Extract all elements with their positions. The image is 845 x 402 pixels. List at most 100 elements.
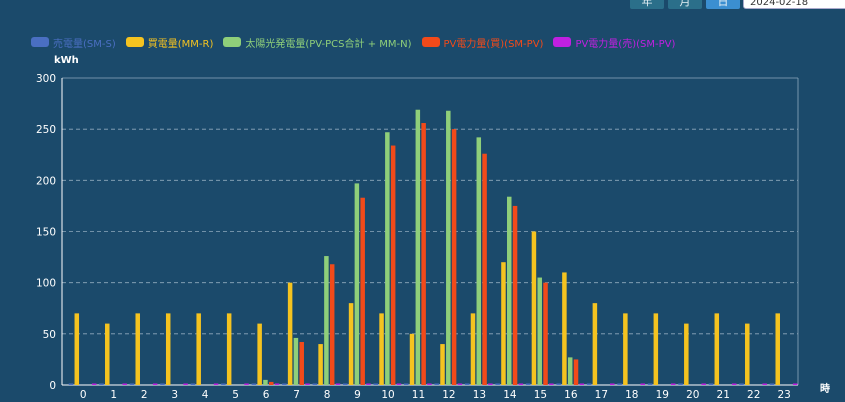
bar-4-7: [305, 383, 310, 385]
x-tick-label: 5: [232, 389, 239, 401]
bar-1-16: [562, 272, 567, 385]
bar-4-0: [91, 383, 97, 385]
bar-1-15: [531, 231, 537, 385]
x-tick-label: 10: [381, 389, 394, 401]
bar-0-22: [739, 383, 744, 385]
bar-1-13: [470, 313, 476, 385]
y-tick-label: 150: [36, 227, 56, 239]
bar-4-3: [183, 383, 188, 385]
bar-4-16: [579, 383, 585, 385]
bar-0-4: [190, 383, 196, 385]
x-tick-label: 16: [564, 389, 578, 401]
bar-0-20: [678, 383, 683, 385]
bar-0-19: [647, 383, 653, 385]
legend-item-2[interactable]: 太陽光発電量(PV-PCS合計 + MM-N): [223, 35, 412, 50]
bar-4-20: [701, 383, 706, 385]
x-tick-label: 20: [686, 389, 699, 401]
x-tick-label: 18: [625, 389, 638, 401]
bar-4-17: [610, 383, 615, 385]
x-tick-label: 3: [171, 389, 178, 401]
date-input[interactable]: 2024-02-18: [743, 0, 845, 9]
year-button[interactable]: 年: [630, 0, 664, 9]
bar-0-10: [373, 383, 378, 385]
bar-1-2: [135, 313, 140, 385]
x-tick-label: 4: [202, 389, 209, 401]
date-toolbar: 年 月 日 2024-02-18: [0, 0, 845, 14]
x-axis-unit: 時: [820, 384, 830, 395]
x-tick-label: 1: [110, 389, 117, 401]
bar-1-10: [379, 313, 384, 385]
bar-2-13: [476, 137, 482, 385]
bar-2-16: [567, 357, 573, 385]
bar-4-19: [670, 383, 676, 385]
x-tick-label: 2: [141, 389, 148, 401]
bar-4-18: [640, 383, 646, 385]
legend-item-1[interactable]: 買電量(MM-R): [125, 35, 214, 50]
y-tick-label: 0: [49, 380, 56, 392]
bar-2-15: [537, 277, 542, 385]
legend-label: 買電量(MM-R): [147, 38, 214, 50]
bar-0-3: [160, 383, 165, 385]
legend-label: PV電力量(買)(SM-PV): [443, 38, 544, 50]
legend-swatch: [31, 37, 49, 47]
bar-2-11: [415, 109, 421, 386]
bar-1-8: [318, 344, 323, 385]
bar-3-10: [390, 145, 396, 385]
bar-1-22: [745, 323, 750, 385]
bar-1-0: [74, 313, 80, 385]
bar-1-11: [409, 333, 415, 385]
x-tick-label: 17: [595, 389, 608, 401]
bar-4-21: [731, 383, 737, 385]
bar-2-10: [385, 132, 390, 385]
bar-3-15: [543, 282, 548, 385]
bar-4-4: [213, 383, 219, 385]
legend-swatch: [421, 37, 440, 47]
bar-3-16: [573, 359, 579, 385]
bar-2-14: [507, 196, 512, 385]
legend-item-4[interactable]: PV電力量(売)(SM-PV): [553, 35, 676, 50]
bar-1-19: [653, 313, 659, 385]
bar-1-21: [714, 313, 720, 385]
bar-3-12: [451, 129, 457, 385]
month-button[interactable]: 月: [668, 0, 702, 9]
bar-0-11: [403, 383, 409, 385]
bar-2-8: [324, 256, 329, 385]
bar-1-18: [623, 313, 628, 385]
bar-0-0: [68, 383, 74, 385]
legend-label: PV電力量(売)(SM-PV): [575, 38, 676, 50]
bar-4-5: [244, 383, 249, 385]
legend-item-0[interactable]: 売電量(SM-S): [31, 35, 116, 50]
bar-0-5: [221, 383, 226, 385]
x-tick-label: 8: [324, 389, 331, 401]
y-tick-label: 200: [36, 175, 56, 187]
legend-swatch: [553, 37, 572, 47]
bar-3-7: [299, 342, 304, 385]
legend-label: 太陽光発電量(PV-PCS合計 + MM-N): [245, 38, 412, 50]
bar-4-6: [274, 383, 280, 385]
x-tick-label: 12: [442, 389, 455, 401]
bar-3-8: [329, 264, 335, 385]
bar-4-11: [427, 383, 432, 385]
bar-1-6: [257, 323, 262, 385]
bar-0-14: [495, 383, 500, 385]
day-button[interactable]: 日: [706, 0, 740, 9]
x-tick-label: 6: [263, 389, 270, 401]
bar-3-6: [268, 381, 274, 385]
legend-item-3[interactable]: PV電力量(買)(SM-PV): [421, 35, 544, 50]
bar-0-2: [129, 383, 135, 385]
bar-0-21: [708, 383, 714, 385]
bar-1-17: [592, 303, 598, 385]
bar-0-16: [556, 383, 561, 385]
bar-1-20: [684, 323, 689, 385]
bar-4-22: [762, 383, 767, 385]
bar-4-9: [366, 383, 371, 385]
bar-1-4: [196, 313, 201, 385]
bar-4-12: [457, 383, 463, 385]
bar-0-13: [464, 383, 470, 385]
legend-swatch: [125, 37, 144, 47]
bar-3-14: [512, 205, 518, 385]
x-tick-label: 19: [656, 389, 669, 401]
bar-2-12: [446, 110, 451, 385]
x-tick-label: 7: [293, 389, 300, 401]
